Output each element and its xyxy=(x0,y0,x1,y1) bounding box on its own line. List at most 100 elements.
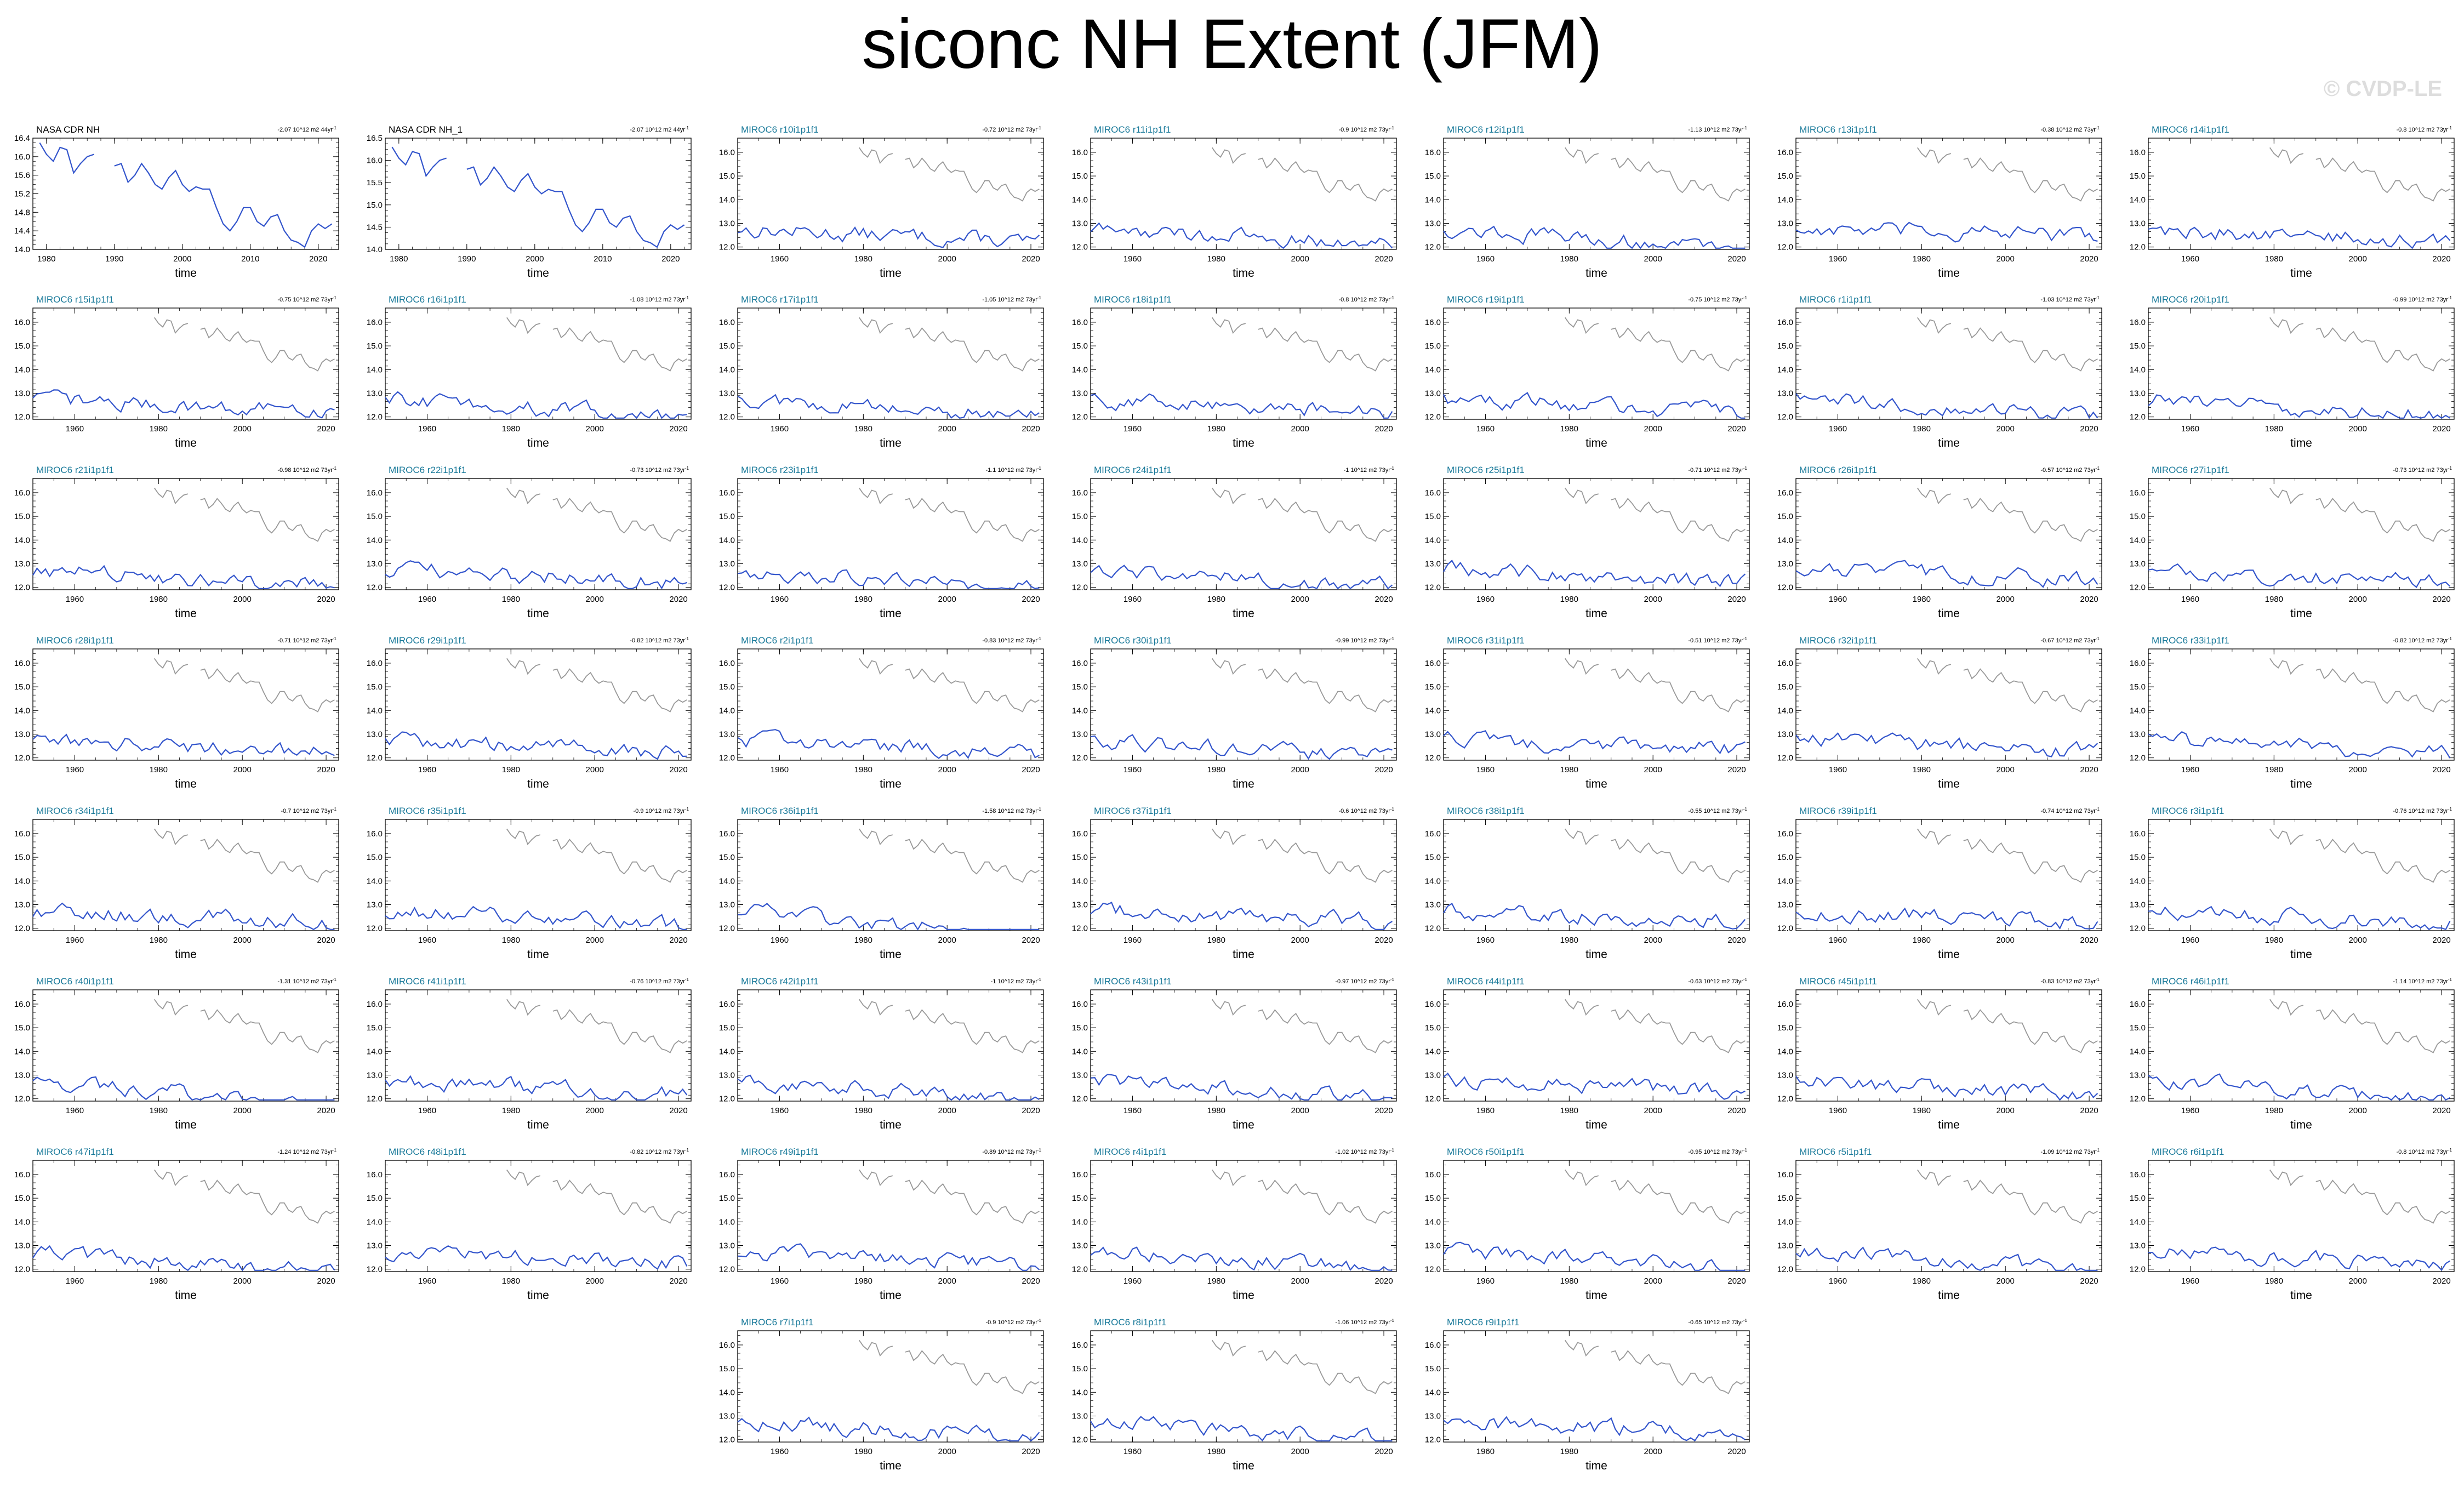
model-series-line xyxy=(32,389,335,419)
y-tick-label: 14.0 xyxy=(367,876,383,886)
panel-label: MIROC6 r49i1p1f1 xyxy=(741,1147,819,1157)
obs-series-line xyxy=(391,146,685,248)
obs-overlay-line xyxy=(1211,1340,1393,1394)
panel: MIROC6 r38i1p1f1 -0.55 10^12 m2 73yr-1 12.… xyxy=(1425,806,1750,961)
x-tick-label: 1960 xyxy=(1476,936,1495,945)
x-tick-label: 2000 xyxy=(2349,1106,2367,1115)
y-tick-label: 12.0 xyxy=(1072,583,1088,592)
y-tick-label: 12.0 xyxy=(1072,924,1088,933)
x-tick-label: 2000 xyxy=(233,424,252,434)
y-tick-label: 13.0 xyxy=(14,389,30,398)
x-tick-label: 2020 xyxy=(1374,254,1393,264)
x-tick-label: 2000 xyxy=(586,1106,604,1115)
x-tick-label: 2020 xyxy=(669,1106,687,1115)
y-tick-label: 13.0 xyxy=(1425,730,1441,739)
obs-overlay-line xyxy=(858,147,1040,202)
x-axis-label: time xyxy=(527,1289,549,1302)
x-tick-label: 2020 xyxy=(1022,1106,1040,1115)
x-tick-label: 2000 xyxy=(2349,1277,2367,1286)
y-tick-label: 16.0 xyxy=(1072,488,1088,498)
y-tick-label: 15.0 xyxy=(1777,341,1793,351)
y-tick-label: 15.0 xyxy=(719,172,735,181)
y-tick-label: 15.0 xyxy=(2130,853,2146,862)
y-tick-label: 12.0 xyxy=(719,413,735,422)
y-tick-label: 14.0 xyxy=(1777,1217,1793,1227)
y-tick-label: 14.0 xyxy=(367,706,383,715)
y-tick-label: 16.0 xyxy=(14,1170,30,1179)
obs-overlay-line xyxy=(1564,147,1746,202)
model-series-line xyxy=(738,903,1040,931)
obs-overlay-line xyxy=(1211,999,1393,1053)
x-tick-label: 2000 xyxy=(1644,1447,1662,1456)
x-axis-label: time xyxy=(880,607,902,620)
y-tick-label: 16.0 xyxy=(14,152,30,162)
plot-frame xyxy=(1795,648,2102,761)
x-tick-label: 2020 xyxy=(1727,1106,1746,1115)
panel: MIROC6 r19i1p1f1 -0.75 10^12 m2 73yr-1 12.… xyxy=(1425,294,1750,449)
panel-label: MIROC6 r27i1p1f1 xyxy=(2152,465,2229,475)
y-tick-label: 13.0 xyxy=(1425,559,1441,568)
panel-label: MIROC6 r39i1p1f1 xyxy=(1799,806,1877,816)
panel-label: MIROC6 r15i1p1f1 xyxy=(36,294,114,305)
model-series-line xyxy=(1795,907,2098,930)
x-tick-label: 1960 xyxy=(771,595,789,604)
y-tick-label: 16.0 xyxy=(1777,659,1793,668)
x-tick-label: 2020 xyxy=(1374,1277,1393,1286)
x-tick-label: 1960 xyxy=(2181,1277,2199,1286)
y-tick-label: 13.0 xyxy=(1777,219,1793,228)
y-tick-label: 12.0 xyxy=(1072,754,1088,763)
y-tick-label: 14.0 xyxy=(1425,535,1441,545)
model-series-line xyxy=(385,731,687,760)
model-series-line xyxy=(32,1245,335,1272)
y-tick-label: 13.0 xyxy=(1072,900,1088,909)
obs-overlay-line xyxy=(1564,1340,1746,1394)
panel: MIROC6 r13i1p1f1 -0.38 10^12 m2 73yr-1 12.… xyxy=(1777,124,2102,280)
plot-frame xyxy=(1795,138,2102,250)
x-axis-label: time xyxy=(527,948,549,961)
x-tick-label: 2020 xyxy=(1022,254,1040,264)
obs-overlay-line xyxy=(153,999,335,1053)
y-tick-label: 13.0 xyxy=(1425,389,1441,398)
y-tick-label: 15.0 xyxy=(719,853,735,862)
y-tick-label: 13.0 xyxy=(1072,219,1088,228)
panel-label: MIROC6 r47i1p1f1 xyxy=(36,1147,114,1157)
trend-label: -0.63 10^12 m2 73yr-1 xyxy=(1688,977,1747,985)
x-tick-label: 2000 xyxy=(173,254,191,264)
x-tick-label: 2010 xyxy=(594,254,612,264)
panel: MIROC6 r8i1p1f1 -1.06 10^12 m2 73yr-1 12.0… xyxy=(1072,1317,1397,1472)
model-series-line xyxy=(1443,1072,1746,1100)
y-tick-label: 12.0 xyxy=(1777,754,1793,763)
x-tick-label: 2020 xyxy=(2080,765,2098,774)
x-tick-label: 2020 xyxy=(1727,424,1746,434)
x-tick-label: 2000 xyxy=(586,595,604,604)
y-tick-label: 14.0 xyxy=(2130,706,2146,715)
x-tick-label: 1960 xyxy=(2181,765,2199,774)
panel: MIROC6 r35i1p1f1 -0.9 10^12 m2 73yr-1 12.0… xyxy=(367,806,692,961)
x-tick-label: 1960 xyxy=(1123,1447,1142,1456)
y-tick-label: 12.0 xyxy=(1072,243,1088,252)
x-tick-label: 2020 xyxy=(669,765,687,774)
y-tick-label: 14.0 xyxy=(1777,365,1793,374)
plot-frame xyxy=(385,989,692,1102)
x-axis-label: time xyxy=(2290,1289,2312,1302)
x-tick-label: 1960 xyxy=(771,424,789,434)
trend-label: -1.1 10^12 m2 73yr-1 xyxy=(985,466,1041,474)
obs-overlay-line xyxy=(153,487,335,542)
x-tick-label: 2000 xyxy=(1291,765,1309,774)
y-tick-label: 16.0 xyxy=(1425,829,1441,839)
y-tick-label: 16.0 xyxy=(719,1000,735,1009)
y-tick-label: 12.0 xyxy=(1777,924,1793,933)
panel: MIROC6 r29i1p1f1 -0.82 10^12 m2 73yr-1 12.… xyxy=(367,635,692,790)
y-tick-label: 13.0 xyxy=(719,900,735,909)
x-tick-label: 1980 xyxy=(2265,1277,2283,1286)
panel-label: MIROC6 r18i1p1f1 xyxy=(1094,294,1172,305)
plot-frame xyxy=(32,648,339,761)
x-tick-label: 2020 xyxy=(2080,595,2098,604)
model-series-line xyxy=(1795,560,2098,588)
x-tick-label: 1960 xyxy=(418,595,436,604)
panel-label: MIROC6 r3i1p1f1 xyxy=(2152,806,2224,816)
x-axis-label: time xyxy=(175,437,197,449)
y-tick-label: 13.0 xyxy=(1072,1411,1088,1421)
y-tick-label: 12.0 xyxy=(2130,1265,2146,1274)
obs-overlay-line xyxy=(1564,828,1746,883)
